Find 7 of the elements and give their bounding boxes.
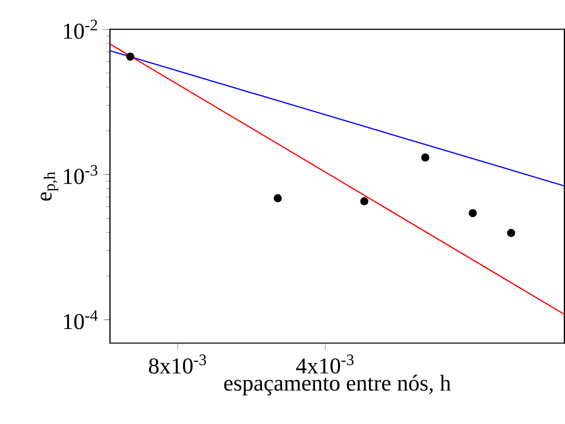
y-tick-label: 10$^{-2}$ bbox=[64, 20, 98, 39]
x-tick-label: 8x10$^{-3}$ bbox=[148, 354, 206, 374]
y-axis-title: e$_{p,h}$ bbox=[40, 172, 58, 201]
x-axis-title: espaçamento entre nós, h bbox=[224, 374, 451, 396]
x-tick-label: 4x10$^{-3}$ bbox=[296, 354, 354, 374]
y-tick-label: 10$^{-4}$ bbox=[64, 310, 98, 330]
y-tick-label: 10$^{-3}$ bbox=[64, 165, 98, 184]
